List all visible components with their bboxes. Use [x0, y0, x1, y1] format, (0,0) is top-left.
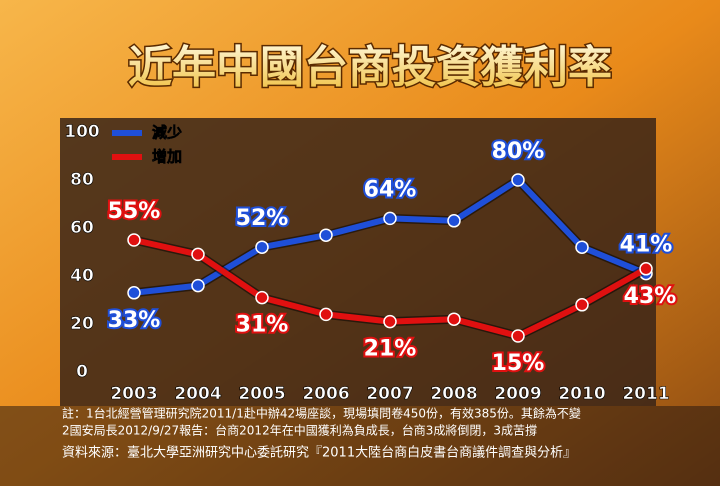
y-tick-label: 20: [70, 314, 94, 334]
source: 資料來源：臺北大學亞洲研究中心委託研究『2011大陸台商白皮書台商議件調查與分析…: [62, 445, 576, 461]
value-label: 43%: [624, 284, 677, 309]
x-tick-label: 2004: [174, 384, 221, 404]
plot-panel: [60, 118, 656, 406]
point: [447, 214, 461, 228]
x-tick-label: 2005: [238, 384, 285, 404]
x-tick-label: 2007: [366, 384, 413, 404]
point: [255, 240, 269, 254]
point: [191, 278, 205, 293]
y-tick-label: 0: [76, 362, 88, 382]
point: [127, 286, 141, 300]
y-tick-label: 40: [70, 266, 94, 286]
x-tick-label: 2003: [110, 384, 157, 404]
y-tick-label: 60: [70, 218, 94, 238]
y-tick-label: 100: [64, 122, 100, 142]
x-tick-label: 2011: [622, 384, 669, 404]
value-label: 31%: [236, 313, 289, 338]
point: [447, 312, 461, 326]
note: 註：1台北經營管理研究院2011/1赴中辦42場座談，現場填問卷450份，有效3…: [62, 406, 581, 421]
point: [383, 314, 397, 329]
point: [127, 233, 141, 247]
point: [511, 173, 525, 187]
x-tick-label: 2009: [494, 384, 541, 404]
value-label: 80%: [492, 139, 545, 164]
value-label: 15%: [492, 351, 545, 376]
point: [575, 298, 589, 312]
point: [383, 211, 397, 226]
value-label: 33%: [108, 308, 161, 333]
value-label: 21%: [364, 337, 417, 362]
value-label: 55%: [108, 199, 161, 224]
y-tick-label: 80: [70, 170, 94, 190]
note: 2國安局長2012/9/27報告：台商2012年在中國獲利為負成長，台商3成將倒…: [62, 423, 537, 438]
point: [319, 307, 333, 322]
point: [639, 262, 653, 276]
point: [191, 247, 205, 262]
x-tick-label: 2006: [302, 384, 349, 404]
legend-label: 增加: [152, 148, 182, 166]
point: [319, 228, 333, 242]
value-label: 41%: [620, 233, 673, 258]
value-label: 64%: [364, 177, 417, 202]
notes-panel: [0, 406, 720, 486]
legend-label: 減少: [152, 124, 182, 142]
point: [575, 240, 589, 254]
chart-title: 近年中國台商投資獲利率: [128, 42, 612, 93]
x-tick-label: 2010: [558, 384, 605, 404]
point: [511, 329, 525, 343]
point: [255, 290, 269, 305]
x-tick-label: 2008: [430, 384, 477, 404]
value-label: 52%: [236, 206, 289, 231]
